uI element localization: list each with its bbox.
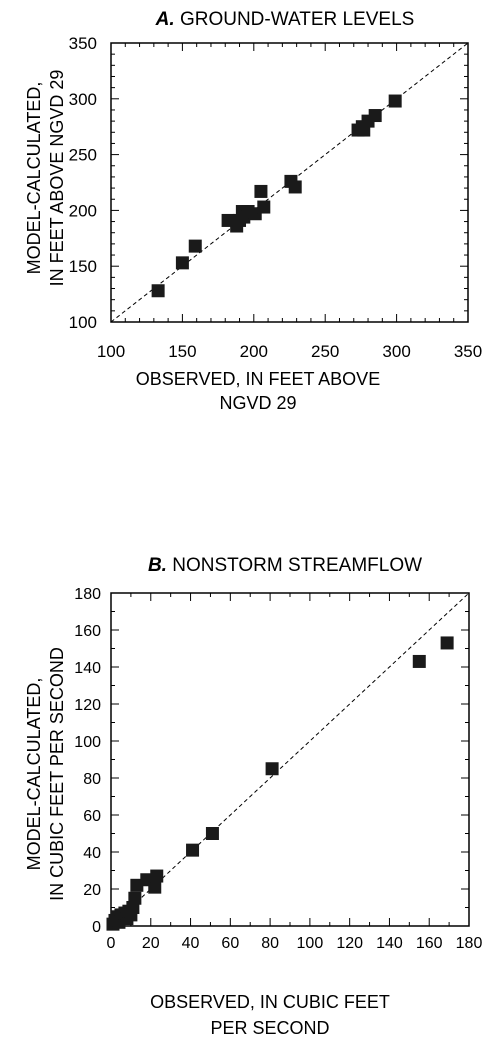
panel-b-x-tick-label: 140 xyxy=(376,935,403,952)
panel-a-data-point xyxy=(257,200,271,214)
panel-b-title: B. NONSTORM STREAMFLOW xyxy=(148,555,422,576)
panel-b-y-tick-label: 80 xyxy=(83,771,101,788)
panel-a-data-point xyxy=(151,284,165,298)
panel-a-data-point xyxy=(388,94,402,108)
panel-a-data-point xyxy=(188,239,202,253)
panel-a-y-tick-label: 100 xyxy=(69,313,97,332)
panel-a-ground-water-levels: A. GROUND-WATER LEVELS MODEL-CALCULATED,… xyxy=(24,9,482,413)
panel-b-data-point xyxy=(150,869,164,883)
panel-a-ylabel-line1: MODEL-CALCULATED, xyxy=(24,82,44,275)
panel-a-data-point xyxy=(175,256,189,270)
panel-a-y-tick-label: 150 xyxy=(69,257,97,276)
panel-a-x-tick-label: 100 xyxy=(97,342,125,361)
panel-b-data-point xyxy=(205,827,219,840)
panel-b-x-tick-label: 0 xyxy=(107,935,116,952)
panel-b-y-tick-label: 160 xyxy=(74,623,101,640)
panel-b-data-point xyxy=(412,654,426,668)
panel-b-y-tick-label: 140 xyxy=(74,660,101,677)
panel-b-data-point xyxy=(128,891,142,905)
panel-b-ylabel-line1: MODEL-CALCULATED, xyxy=(24,678,44,871)
panel-a-title: A. GROUND-WATER LEVELS xyxy=(155,9,415,30)
panel-b-x-tick-label: 80 xyxy=(261,935,279,952)
panel-b-ylabel: MODEL-CALCULATED, IN CUBIC FEET PER SECO… xyxy=(24,647,67,901)
panel-a-data-point xyxy=(368,109,382,123)
panel-b-x-tick-label: 100 xyxy=(297,935,324,952)
panel-b-data-point xyxy=(265,762,279,776)
panel-b-y-tick-label: 40 xyxy=(83,845,101,862)
panel-a-x-tick-label: 200 xyxy=(240,342,268,361)
panel-b-x-tick-label: 180 xyxy=(456,935,483,952)
panel-a-x-tick-label: 250 xyxy=(311,342,339,361)
panel-a-ylabel: MODEL-CALCULATED, IN FEET ABOVE NGVD 29 xyxy=(24,70,67,287)
panel-a-data-point xyxy=(254,184,268,198)
panel-b-data-point xyxy=(186,843,200,857)
panel-b-data-point xyxy=(440,636,454,650)
panel-b-letter: B. xyxy=(148,555,167,576)
panel-b-xlabel-line2: PER SECOND xyxy=(210,1018,329,1038)
panel-b-y-tick-label: 120 xyxy=(74,697,101,714)
panel-b-x-tick-label: 160 xyxy=(416,935,443,952)
panel-a-title-text: GROUND-WATER LEVELS xyxy=(180,9,414,30)
panel-a-plot-frame xyxy=(110,42,469,323)
panel-b-x-tick-label: 120 xyxy=(336,935,363,952)
panel-a-y-tick-label: 200 xyxy=(69,201,97,220)
panel-a-xlabel-line2: NGVD 29 xyxy=(219,393,296,413)
panel-b-title-text: NONSTORM STREAMFLOW xyxy=(172,555,422,576)
panel-a-x-tick-label: 150 xyxy=(168,342,196,361)
panel-b-x-tick-label: 40 xyxy=(182,935,200,952)
panel-b-ylabel-line2: IN CUBIC FEET PER SECOND xyxy=(47,647,67,901)
panel-b-y-tick-label: 100 xyxy=(74,734,101,751)
panel-b-nonstorm-streamflow: B. NONSTORM STREAMFLOW MODEL-CALCULATED,… xyxy=(24,555,482,1038)
panel-b-xlabel-line1: OBSERVED, IN CUBIC FEET xyxy=(150,992,390,1012)
panel-a-x-tick-label: 300 xyxy=(382,342,410,361)
panel-a-xlabel-line1: OBSERVED, IN FEET ABOVE xyxy=(136,369,380,389)
panel-a-letter: A. xyxy=(155,9,175,30)
panel-b-data-point xyxy=(130,878,144,892)
panel-b-y-tick-label: 0 xyxy=(92,919,101,936)
panel-b-y-tick-label: 60 xyxy=(83,808,101,825)
panel-b-x-tick-label: 60 xyxy=(221,935,239,952)
panel-a-data-point xyxy=(288,180,302,194)
panel-b-one-to-one-line xyxy=(110,592,470,927)
panel-b-x-tick-label: 20 xyxy=(142,935,160,952)
panel-b-y-tick-label: 20 xyxy=(83,882,101,899)
panel-a-y-tick-label: 300 xyxy=(69,90,97,109)
panel-a-y-tick-label: 350 xyxy=(69,34,97,53)
panel-a-ylabel-line2: IN FEET ABOVE NGVD 29 xyxy=(47,70,67,287)
panel-a-y-tick-label: 250 xyxy=(69,146,97,165)
panel-b-data-point xyxy=(148,880,162,894)
panel-a-x-tick-label: 350 xyxy=(454,342,482,361)
panel-b-y-tick-label: 180 xyxy=(74,586,101,603)
